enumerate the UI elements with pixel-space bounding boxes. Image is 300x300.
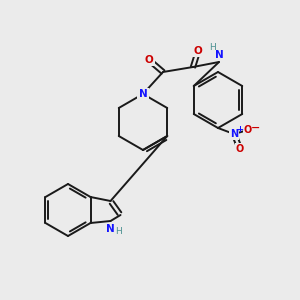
Text: N: N [106,224,115,234]
Text: O: O [145,55,153,65]
Text: −: − [251,123,261,133]
Text: N: N [139,89,147,99]
Text: H: H [210,44,216,52]
Text: O: O [236,144,244,154]
Text: O: O [244,125,252,135]
Text: N: N [230,129,238,139]
Text: H: H [115,226,122,236]
Text: N: N [214,50,224,60]
Text: O: O [194,46,202,56]
Text: +: + [236,125,244,134]
